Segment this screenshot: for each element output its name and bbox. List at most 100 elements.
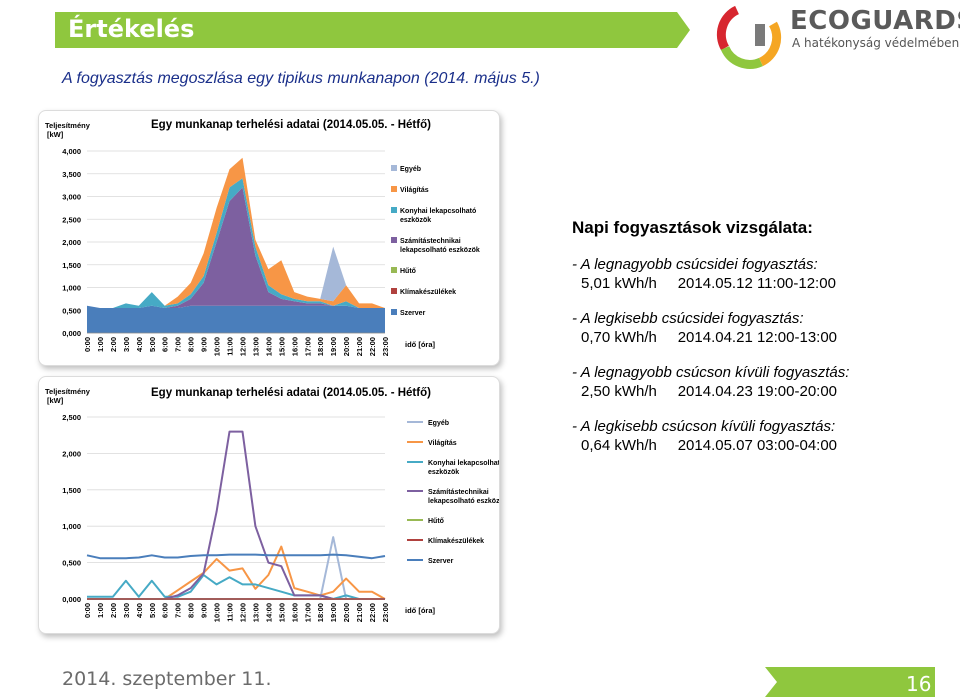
y-tick-label: 4,000 (62, 147, 81, 156)
fact-label: - A legkisebb csúcson kívüli fogyasztás: (572, 418, 836, 435)
x-tick-label: 1:00 (96, 337, 105, 352)
fact-value: 0,70 kWh/h 2014.04.21 12:00-13:00 (581, 329, 838, 346)
y-tick-label: 0,000 (62, 329, 81, 338)
y-axis-label: Teljesítmény (45, 121, 91, 130)
x-tick-label: 19:00 (329, 337, 338, 356)
slide-subtitle: A fogyasztás megoszlása egy tipikus munk… (62, 70, 540, 87)
legend-label: Konyhai lekapcsolható (428, 460, 499, 467)
y-tick-label: 2,500 (62, 215, 81, 224)
x-tick-label: 11:00 (226, 337, 235, 356)
x-tick-label: 23:00 (381, 337, 390, 356)
fact-value: 2,50 kWh/h 2014.04.23 19:00-20:00 (581, 383, 838, 400)
legend-label: Hűtő (428, 518, 444, 525)
page-number-banner (765, 667, 935, 697)
legend-swatch (391, 165, 397, 171)
x-tick-label: 23:00 (381, 603, 390, 622)
x-tick-label: 15:00 (277, 337, 286, 356)
x-tick-label: 11:00 (226, 603, 235, 622)
x-tick-label: 0:00 (83, 603, 92, 618)
x-tick-label: 5:00 (148, 337, 157, 352)
x-tick-label: 8:00 (187, 603, 196, 618)
area-series-szerver (87, 305, 385, 333)
y-tick-label: 3,000 (62, 193, 81, 202)
legend-label: Hűtő (400, 268, 416, 275)
y-tick-label: 2,000 (62, 449, 81, 458)
y-axis-label: Teljesítmény (45, 387, 91, 396)
x-tick-label: 4:00 (135, 337, 144, 352)
x-tick-label: 6:00 (161, 337, 170, 352)
x-tick-label: 14:00 (264, 603, 273, 622)
x-tick-label: 7:00 (174, 337, 183, 352)
fact-label: - A legnagyobb csúcson kívüli fogyasztás… (572, 364, 850, 381)
x-tick-label: 2:00 (109, 337, 118, 352)
x-axis-label: idő [óra] (405, 606, 435, 615)
y-tick-label: 0,500 (62, 306, 81, 315)
y-tick-label: 2,500 (62, 413, 81, 422)
y-tick-label: 0,500 (62, 559, 81, 568)
logo-slogan: A hatékonyság védelmében (792, 36, 960, 50)
x-tick-label: 14:00 (264, 337, 273, 356)
y-tick-label: 0,000 (62, 595, 81, 604)
y-axis-label-unit: [kW] (47, 396, 64, 405)
x-tick-label: 9:00 (200, 337, 209, 352)
y-tick-label: 3,500 (62, 170, 81, 179)
area-series-sz-m-t-stechnikai-lekapcsolhat-eszk-z-k (87, 187, 385, 308)
x-tick-label: 13:00 (251, 337, 260, 356)
fact-max-peak: - A legnagyobb csúcsidei fogyasztás: 5,0… (572, 255, 952, 293)
legend-label: Konyhai lekapcsolható (400, 208, 476, 215)
x-tick-label: 12:00 (238, 603, 247, 622)
title-banner (55, 12, 690, 48)
x-tick-label: 3:00 (122, 603, 131, 618)
fact-label: - A legkisebb csúcsidei fogyasztás: (572, 310, 804, 327)
legend-swatch (391, 207, 397, 213)
x-tick-label: 18:00 (316, 603, 325, 622)
x-tick-label: 22:00 (368, 603, 377, 622)
x-tick-label: 16:00 (290, 603, 299, 622)
legend-label: eszközök (428, 469, 459, 476)
footer-date: 2014. szeptember 11. (62, 668, 272, 690)
x-tick-label: 8:00 (187, 337, 196, 352)
legend-swatch (391, 267, 397, 273)
legend-label: Számítástechnikai (428, 489, 489, 496)
line-chart: Egy munkanap terhelési adatai (2014.05.0… (38, 376, 500, 634)
legend-label: Klímakészülékek (428, 538, 484, 545)
legend-label: lekapcsolható eszközök (400, 247, 480, 254)
legend-swatch (391, 309, 397, 315)
x-tick-label: 10:00 (213, 337, 222, 356)
x-tick-label: 1:00 (96, 603, 105, 618)
line-series-szerver (86, 553, 386, 560)
x-tick-label: 17:00 (303, 337, 312, 356)
x-tick-label: 20:00 (342, 603, 351, 622)
x-tick-label: 21:00 (355, 337, 364, 356)
x-tick-label: 2:00 (109, 603, 118, 618)
legend-label: Világítás (428, 440, 457, 447)
legend-label: Egyéb (428, 420, 449, 427)
fact-value: 5,01 kWh/h 2014.05.12 11:00-12:00 (581, 275, 836, 292)
x-tick-label: 21:00 (355, 603, 364, 622)
plot-area (85, 413, 387, 599)
y-tick-label: 1,000 (62, 284, 81, 293)
x-tick-label: 10:00 (213, 603, 222, 622)
x-tick-label: 15:00 (277, 603, 286, 622)
x-tick-label: 3:00 (122, 337, 131, 352)
legend-label: Számítástechnikai (400, 238, 461, 245)
fact-min-offpeak: - A legkisebb csúcson kívüli fogyasztás:… (572, 417, 952, 455)
legend-swatch (391, 288, 397, 294)
fact-label: - A legnagyobb csúcsidei fogyasztás: (572, 256, 818, 273)
page-title: Értékelés (68, 15, 195, 43)
stacked-area-chart: Egy munkanap terhelési adatai (2014.05.0… (38, 110, 500, 366)
x-tick-label: 6:00 (161, 603, 170, 618)
summary-heading: Napi fogyasztások vizsgálata: (572, 218, 813, 237)
x-tick-label: 20:00 (342, 337, 351, 356)
y-axis-label-unit: [kW] (47, 130, 64, 139)
legend-label: Klímakészülékek (400, 289, 456, 296)
y-tick-label: 2,000 (62, 238, 81, 247)
legend-label: Szerver (428, 558, 454, 565)
x-tick-label: 16:00 (290, 337, 299, 356)
y-tick-label: 1,500 (62, 261, 81, 270)
x-tick-label: 9:00 (200, 603, 209, 618)
legend-label: eszközök (400, 217, 431, 224)
x-tick-label: 4:00 (135, 603, 144, 618)
fact-value: 0,64 kWh/h 2014.05.07 03:00-04:00 (581, 437, 838, 454)
x-tick-label: 18:00 (316, 337, 325, 356)
